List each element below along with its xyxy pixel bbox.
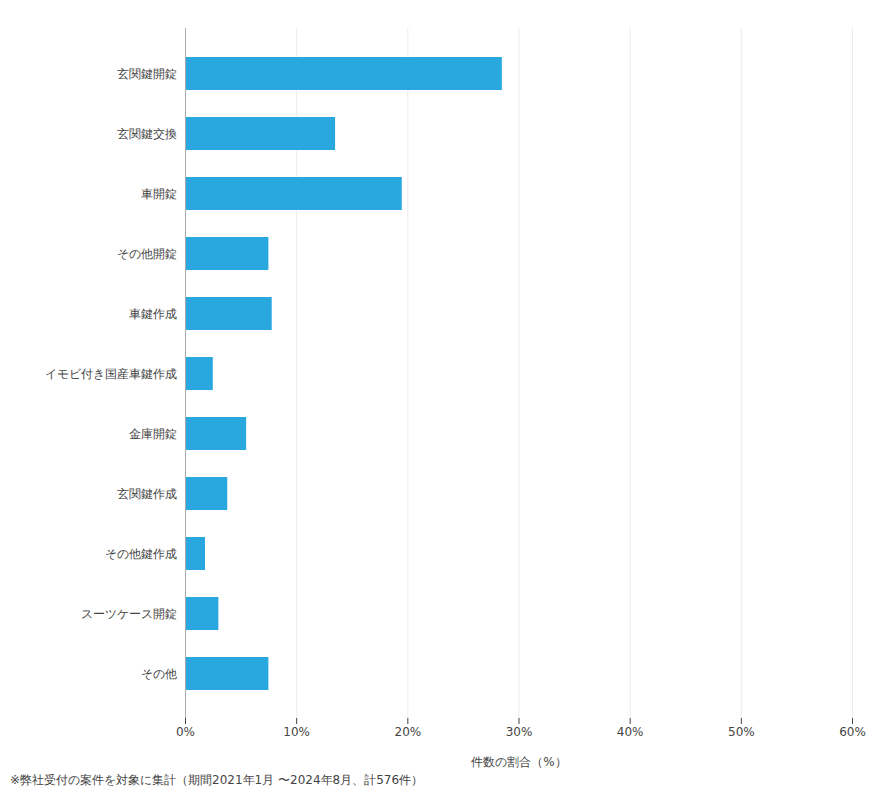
svg-text:玄関鍵作成: 玄関鍵作成 [117,487,177,501]
html-text:※弊社受付の案件を対象に集計（期間2021年1月 〜2024: ※弊社受付の案件を対象に集計（期間2021年1月 〜2024年8月、計576件） [10,773,424,787]
svg-text:60%: 60% [839,725,866,739]
svg-text:40%: 40% [617,725,644,739]
svg-text:30%: 30% [506,725,533,739]
svg-text:その他鍵作成: その他鍵作成 [105,547,177,561]
svg-text:玄関鍵開錠: 玄関鍵開錠 [117,67,177,81]
svg-text:20%: 20% [394,725,421,739]
svg-text:スーツケース開錠: スーツケース開錠 [81,607,177,621]
svg-text:金庫開錠: 金庫開錠 [129,427,177,441]
svg-text:50%: 50% [728,725,755,739]
svg-text:その他開錠: その他開錠 [117,247,177,261]
svg-text:車開錠: 車開錠 [141,187,177,201]
svg-text:車鍵作成: 車鍵作成 [129,307,177,321]
svg-text:その他: その他 [141,667,177,681]
svg-text:0%: 0% [176,725,195,739]
svg-text:件数の割合（%）: 件数の割合（%） [471,755,566,769]
svg-text:イモビ付き国産車鍵作成: イモビ付き国産車鍵作成 [45,367,177,381]
svg-text:10%: 10% [283,725,310,739]
svg-text:玄関鍵交換: 玄関鍵交換 [117,127,177,141]
